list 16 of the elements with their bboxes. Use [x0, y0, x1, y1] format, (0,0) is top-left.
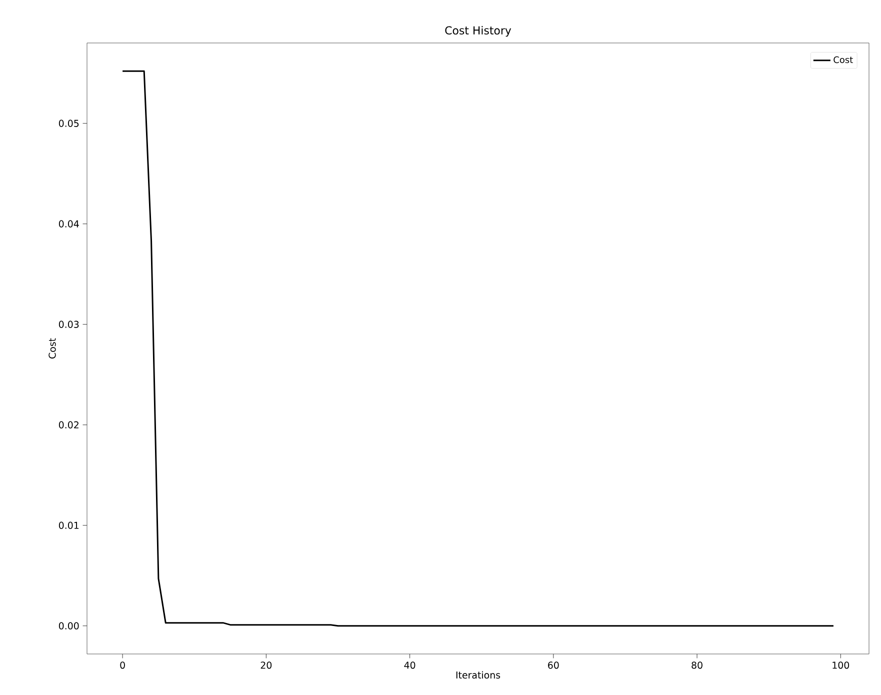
legend-label: Cost	[834, 56, 853, 64]
chart-title: Cost History	[445, 26, 512, 37]
x-tick-label: 60	[548, 662, 559, 669]
y-tick-label: 0.00	[58, 622, 79, 630]
y-tick-label: 0.02	[58, 421, 78, 428]
x-tick-label: 100	[832, 662, 850, 669]
y-tick-label: 0.05	[58, 120, 79, 127]
x-tick-label: 20	[260, 662, 272, 669]
x-tick-label: 0	[120, 662, 125, 669]
y-axis-title: Cost	[48, 338, 56, 358]
x-axis-title: Iterations	[456, 671, 500, 679]
x-tick-label: 40	[404, 662, 416, 669]
y-tick-label: 0.01	[58, 522, 79, 529]
y-tick-label: 0.03	[58, 320, 79, 328]
y-tick-label: 0.04	[58, 220, 79, 228]
x-tick-label: 80	[692, 662, 702, 669]
